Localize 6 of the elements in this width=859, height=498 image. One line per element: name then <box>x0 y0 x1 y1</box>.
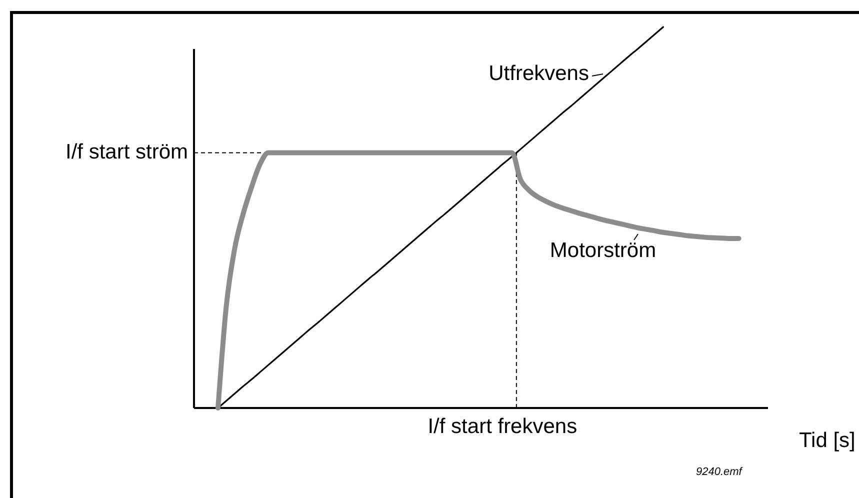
series-label: Motorström <box>550 239 656 262</box>
legend-label: Utfrekvens <box>488 62 589 85</box>
x-axis-title: Tid [s] <box>799 429 856 452</box>
text: 9240.emf <box>696 466 743 478</box>
text: I/f start frekvens <box>428 415 578 438</box>
ref-line-label: I/f start ström <box>65 140 188 164</box>
